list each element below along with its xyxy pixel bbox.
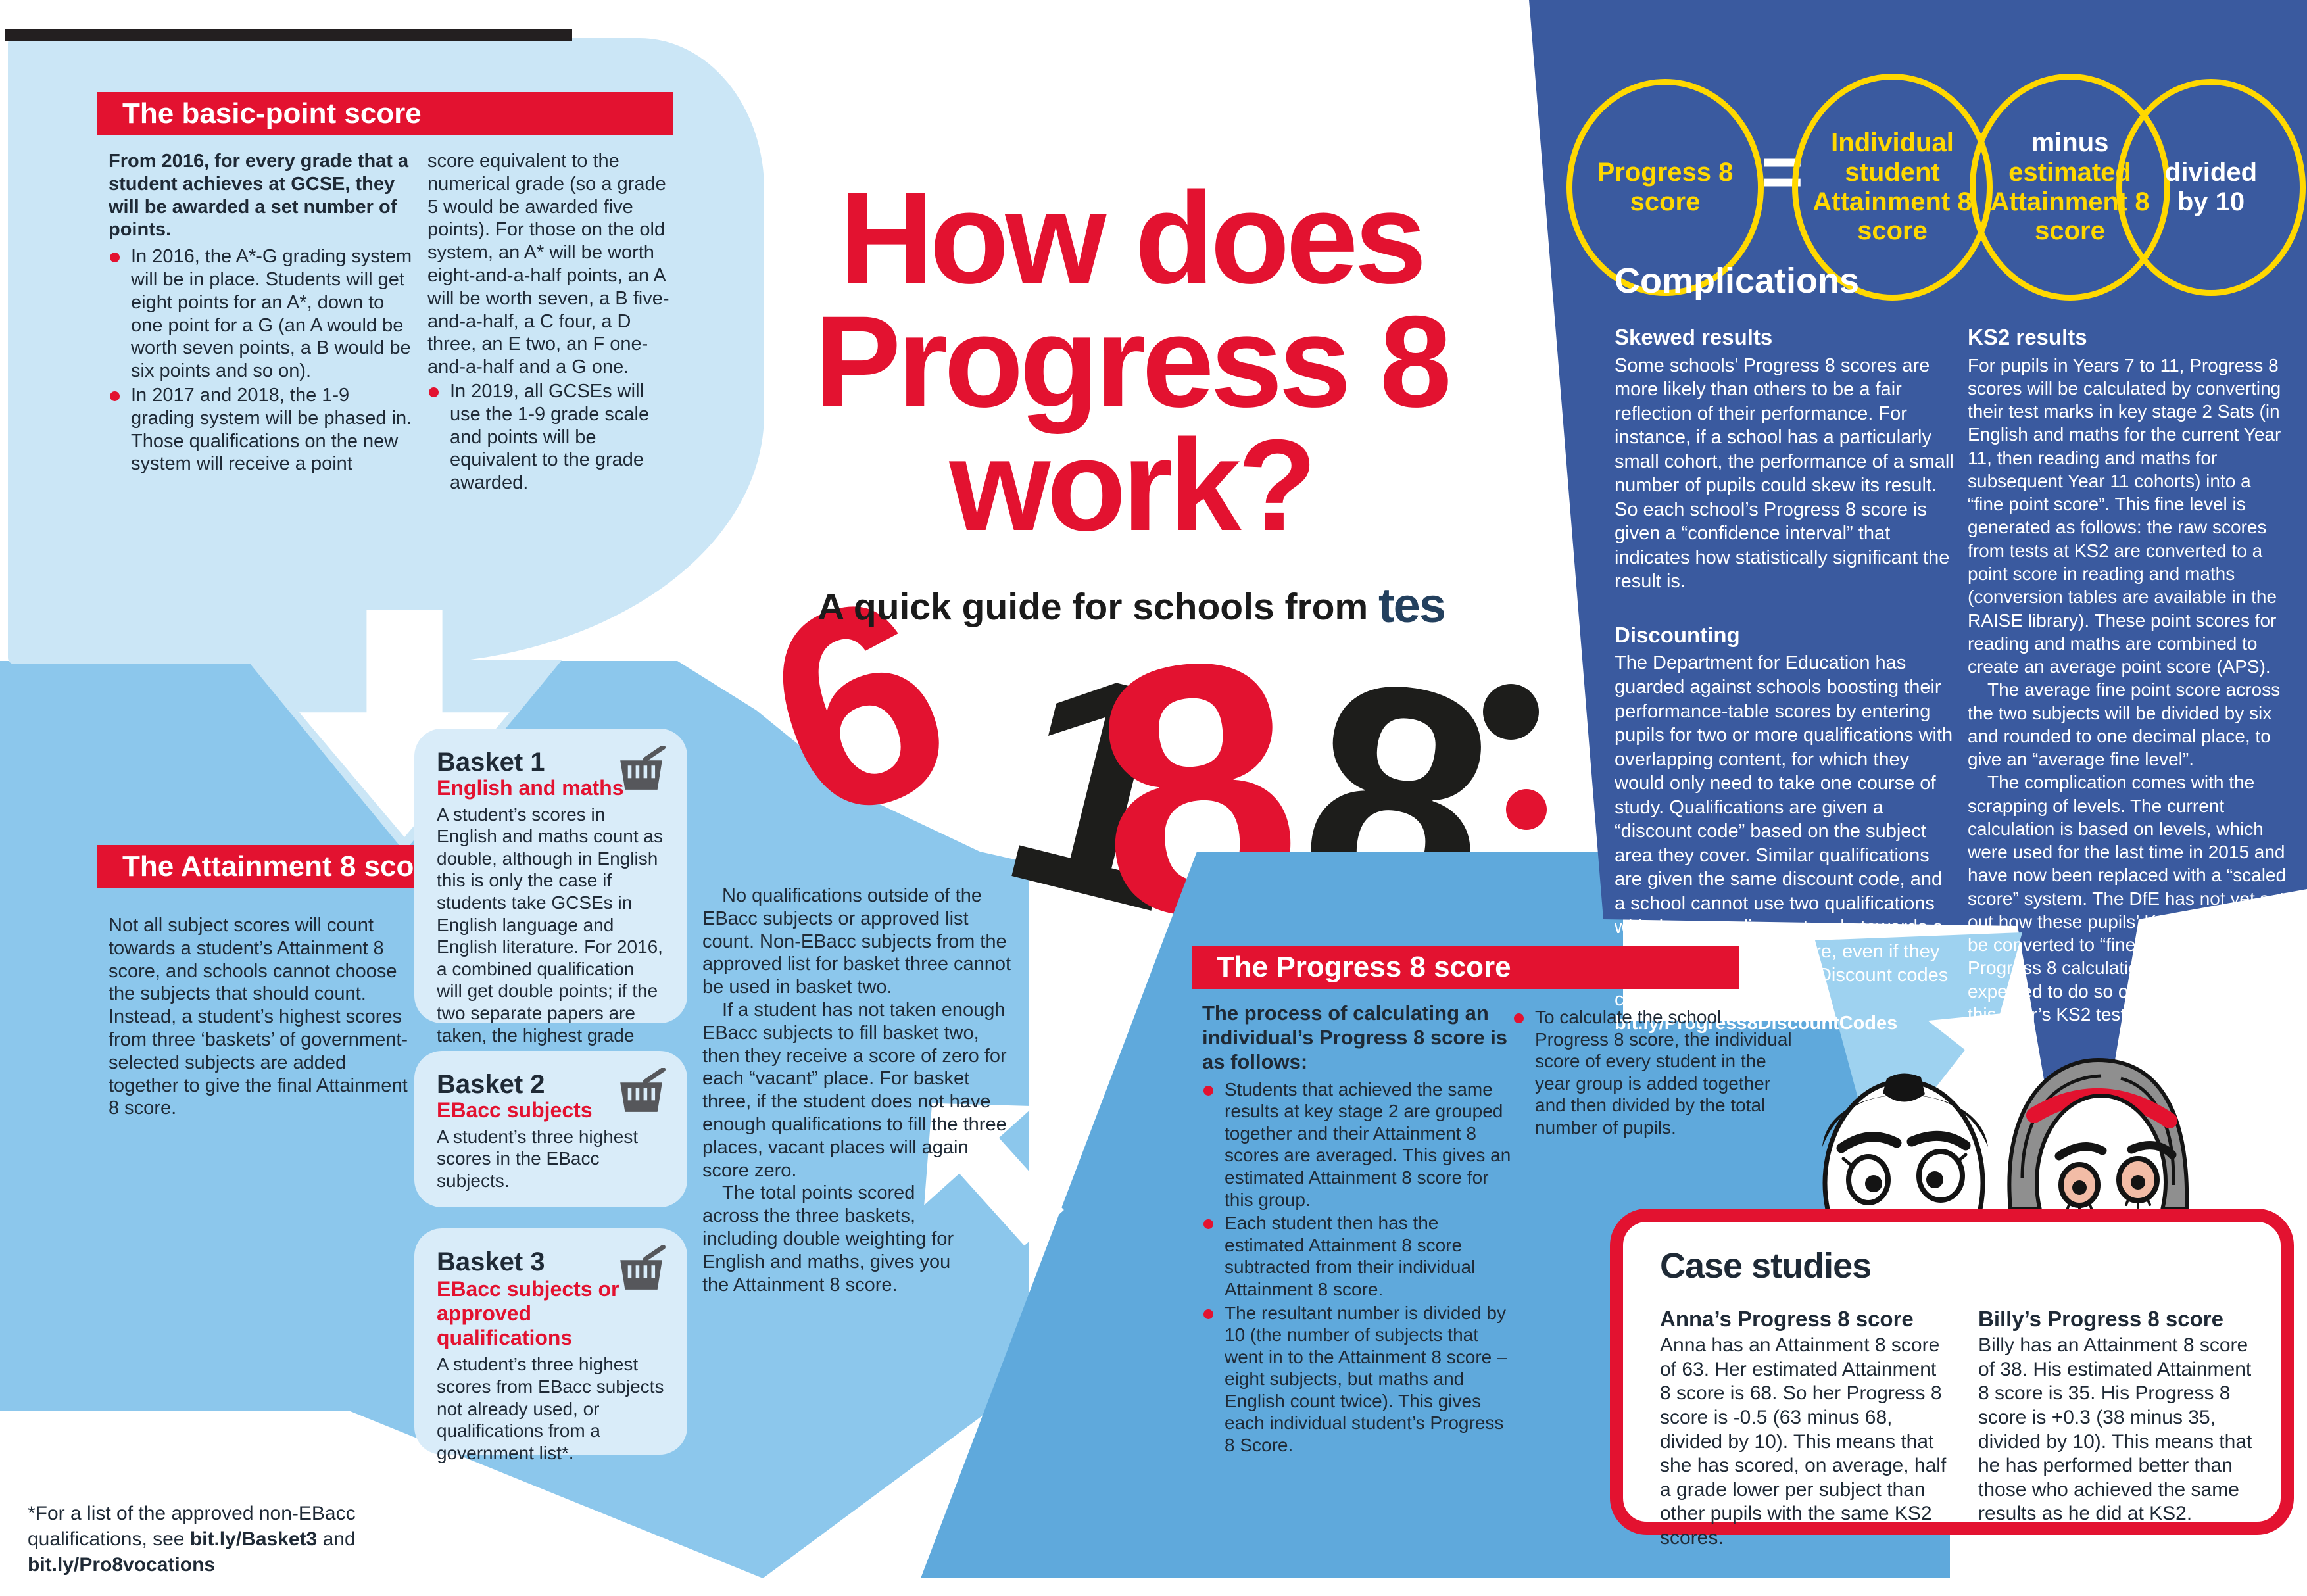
attainment-middle-paragraph: If a student has not taken enough EBacc … bbox=[702, 999, 1007, 1181]
formula-individual-label: Individual student Attainment 8 score bbox=[1812, 128, 1972, 246]
page-title: How does Progress 8 work? bbox=[733, 165, 1529, 558]
case-studies-header: Case studies bbox=[1660, 1246, 1872, 1286]
title-line-1: How does bbox=[839, 165, 1426, 310]
anna-title: Anna’s Progress 8 score bbox=[1660, 1307, 1914, 1331]
ks2-paragraph: For pupils in Years 7 to 11, Progress 8 … bbox=[1968, 354, 2281, 677]
footnote: *For a list of the approved non-EBacc qu… bbox=[28, 1501, 475, 1578]
basic-bullet: In 2016, the A*-G grading system will be… bbox=[109, 245, 418, 383]
attainment-middle-column: No qualifications outside of the EBacc s… bbox=[702, 884, 1013, 1296]
ks2-results-title: KS2 results bbox=[1968, 325, 2087, 349]
ks2-paragraph: The average fine point score across the … bbox=[1968, 679, 2281, 770]
pro8vocations-link[interactable]: bit.ly/Pro8vocations bbox=[28, 1554, 216, 1576]
complications-col1: Skewed results Some schools’ Progress 8 … bbox=[1615, 324, 1956, 1036]
section-header-progress8: The Progress 8 score bbox=[1192, 946, 1739, 989]
progress-bullet: Students that achieved the same results … bbox=[1202, 1078, 1518, 1211]
basic-bullet: In 2019, all GCSEs will use the 1-9 grad… bbox=[427, 380, 676, 495]
basket2-body: A student’s three highest scores in the … bbox=[437, 1126, 639, 1191]
lightblue-background-shape bbox=[8, 38, 764, 664]
complications-header: Complications bbox=[1615, 261, 1860, 301]
discounting-title: Discounting bbox=[1615, 622, 1740, 647]
decor-dot-red bbox=[1506, 789, 1547, 830]
girl-face-illustration bbox=[2007, 1057, 2189, 1209]
ks2-paragraph: The complication comes with the scrappin… bbox=[1968, 772, 2287, 1025]
skewed-results-title: Skewed results bbox=[1615, 325, 1773, 349]
basket-icon bbox=[620, 1068, 666, 1112]
progress-col1: The process of calculating an individual… bbox=[1202, 1001, 1518, 1457]
discounting-body: The Department for Education has guarded… bbox=[1615, 652, 1953, 1034]
basket1-body: A student’s scores in English and maths … bbox=[437, 804, 663, 1068]
basket3-title: Basket 3 bbox=[437, 1247, 545, 1276]
basic-point-col1: From 2016, for every grade that a studen… bbox=[109, 150, 418, 475]
progress-school-bullet: To calculate the school Progress 8 score… bbox=[1513, 1006, 1795, 1139]
attainment-middle-paragraph: No qualifications outside of the EBacc s… bbox=[702, 885, 1011, 998]
formula-progress8-circle: Progress 8 score bbox=[1566, 79, 1764, 296]
basket1-subtitle: English and maths bbox=[437, 776, 624, 800]
attainment-intro: Not all subject scores will count toward… bbox=[109, 915, 408, 1119]
formula-divided-circle: divided by 10 bbox=[2116, 79, 2306, 296]
billy-case-study: Billy’s Progress 8 score Billy has an At… bbox=[1978, 1306, 2261, 1526]
anna-case-study: Anna’s Progress 8 score Anna has an Atta… bbox=[1660, 1306, 1953, 1551]
section-header-basic-point: The basic-point score bbox=[97, 92, 673, 135]
basket3-link[interactable]: bit.ly/Basket3 bbox=[189, 1528, 318, 1550]
complications-col2: KS2 results For pupils in Years 7 to 11,… bbox=[1968, 324, 2289, 1026]
top-black-bar bbox=[5, 29, 572, 41]
skewed-results-body: Some schools’ Progress 8 scores are more… bbox=[1615, 354, 1954, 592]
title-line-3: work? bbox=[949, 412, 1317, 558]
basket2-subtitle: EBacc subjects bbox=[437, 1098, 593, 1122]
basket2-card: Basket 2 EBacc subjects A student’s thre… bbox=[414, 1051, 687, 1207]
anna-body: Anna has an Attainment 8 score of 63. He… bbox=[1660, 1334, 1947, 1549]
footnote-text: *For a list of the approved non-EBacc qu… bbox=[28, 1503, 356, 1550]
boy-face-illustration bbox=[1822, 1073, 1988, 1209]
basket-icon bbox=[620, 746, 666, 790]
basic-point-continuation: score equivalent to the numerical grade … bbox=[427, 151, 669, 378]
basic-point-col2: score equivalent to the numerical grade … bbox=[427, 150, 676, 495]
subtitle-text: A quick guide for schools from bbox=[817, 586, 1369, 628]
case-studies-box: Case studies Anna’s Progress 8 score Ann… bbox=[1610, 1209, 2294, 1549]
attainment-middle-paragraph: The total points scored across the three… bbox=[702, 1182, 954, 1295]
basket1-title: Basket 1 bbox=[437, 748, 545, 777]
progress-bullet: The resultant number is divided by 10 (t… bbox=[1202, 1302, 1518, 1457]
formula-progress8-label: Progress 8 score bbox=[1597, 158, 1734, 216]
page-subtitle: A quick guide for schools from tes bbox=[733, 577, 1529, 633]
discount-codes-link[interactable]: bit.ly/Progress8DiscountCodes bbox=[1615, 1013, 1898, 1034]
basic-point-intro: From 2016, for every grade that a studen… bbox=[109, 151, 409, 241]
basket-icon bbox=[620, 1245, 666, 1290]
title-line-2: Progress 8 bbox=[814, 289, 1452, 435]
basket3-card: Basket 3 EBacc subjects or approved qual… bbox=[414, 1228, 687, 1463]
basket2-title: Basket 2 bbox=[437, 1070, 545, 1099]
progress-bullet: Each student then has the estimated Atta… bbox=[1202, 1212, 1518, 1300]
basket3-body: A student’s three highest scores from EB… bbox=[437, 1354, 664, 1463]
formula-divided-label: divided by 10 bbox=[2164, 158, 2258, 216]
tes-logo: tes bbox=[1378, 578, 1446, 633]
progress-col2: To calculate the school Progress 8 score… bbox=[1513, 1005, 1795, 1139]
basket1-card: Basket 1 English and maths A student’s s… bbox=[414, 729, 687, 1067]
billy-title: Billy’s Progress 8 score bbox=[1978, 1307, 2223, 1331]
basic-bullet: In 2017 and 2018, the 1-9 grading system… bbox=[109, 384, 418, 475]
progress-intro: The process of calculating an individual… bbox=[1202, 1002, 1508, 1074]
basket3-subtitle: EBacc subjects or approved qualification… bbox=[437, 1277, 619, 1349]
footnote-text: and bbox=[317, 1528, 356, 1550]
billy-body: Billy has an Attainment 8 score of 38. H… bbox=[1978, 1334, 2252, 1525]
decor-dot-black bbox=[1483, 684, 1539, 740]
